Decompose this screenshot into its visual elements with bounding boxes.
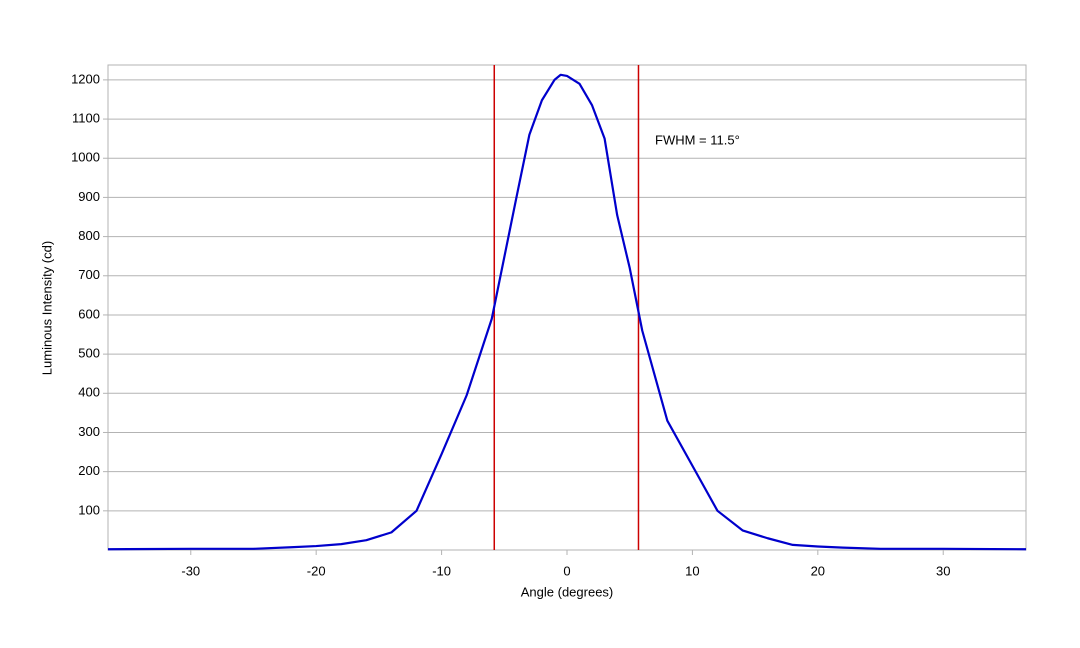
y-tick-label: 200 [78, 463, 100, 478]
x-tick-label: -10 [432, 563, 451, 578]
y-tick-label: 1100 [72, 111, 100, 126]
x-tick-label: -20 [307, 563, 326, 578]
data-line [107, 73, 1027, 551]
x-tick-label: 0 [563, 563, 570, 578]
x-tick-label: 10 [685, 563, 699, 578]
y-tick-label: 600 [78, 306, 100, 321]
y-tick-label: 900 [78, 189, 100, 204]
x-tick-label: -30 [181, 563, 200, 578]
y-tick-label: 100 [78, 502, 100, 517]
plot-border [107, 64, 1027, 551]
y-tick-label: 800 [78, 228, 100, 243]
y-tick-label: 700 [78, 267, 100, 282]
annotation: FWHM = 11.5° [655, 132, 740, 147]
y-axis-label: Luminous Intensity (cd) [39, 241, 54, 375]
x-tick-label: 20 [811, 563, 825, 578]
y-tick-label: 300 [78, 424, 100, 439]
y-tick-label: 500 [78, 346, 100, 361]
x-axis-label: Angle (degrees) [521, 584, 614, 599]
y-tick-label: 1200 [71, 71, 100, 86]
y-tick-label: 1000 [71, 150, 100, 165]
y-tick-label: 400 [78, 385, 100, 400]
x-tick-label: 30 [936, 563, 950, 578]
